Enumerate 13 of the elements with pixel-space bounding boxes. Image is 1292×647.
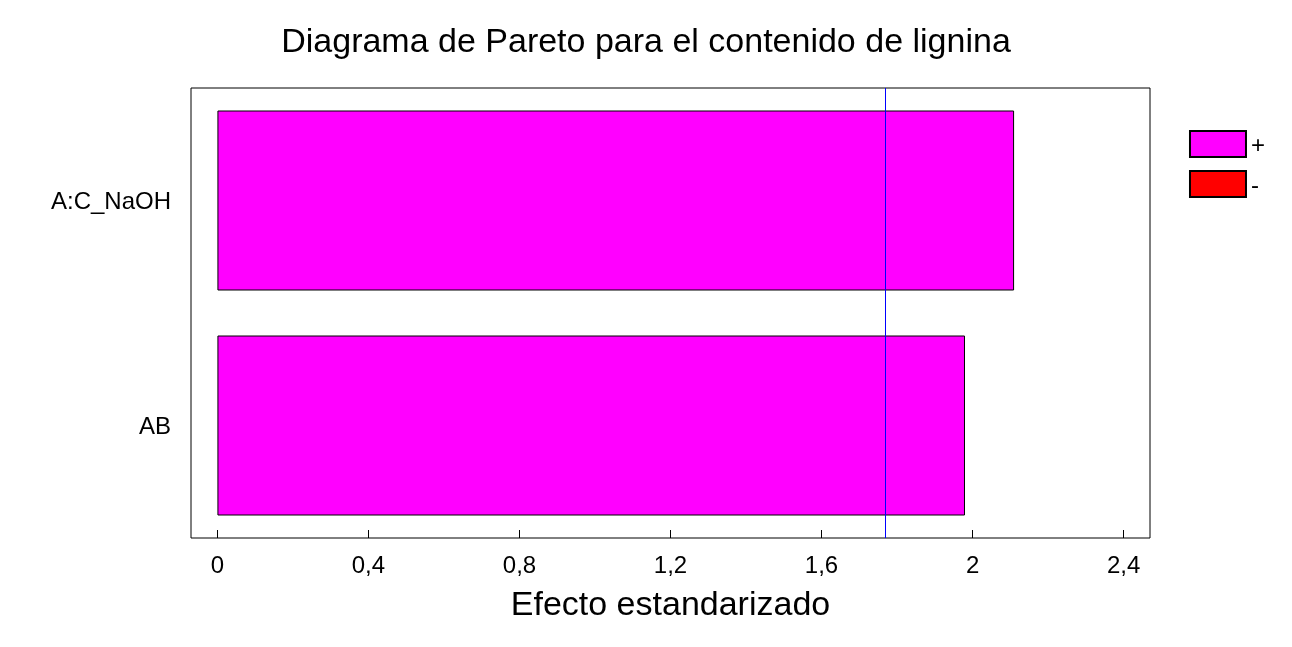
x-tick-label: 2 xyxy=(965,550,980,578)
legend-label: + xyxy=(1250,130,1265,158)
x-tick-label: 0,4 xyxy=(351,550,386,578)
y-tick-label: AB xyxy=(138,412,171,439)
x-axis-title: Efecto estandarizado xyxy=(510,584,831,622)
x-tick-label: 0,8 xyxy=(502,550,537,578)
x-tick-label: 2,4 xyxy=(1106,550,1141,578)
legend-label: - xyxy=(1250,170,1259,198)
chart-title: Diagrama de Pareto para el contenido de lignina xyxy=(281,21,1011,59)
x-tick-label: 1,2 xyxy=(653,550,688,578)
x-tick-label: 0 xyxy=(210,550,225,578)
y-tick-label: A:C_NaOH xyxy=(50,187,171,214)
x-tick-label: 1,6 xyxy=(804,550,839,578)
